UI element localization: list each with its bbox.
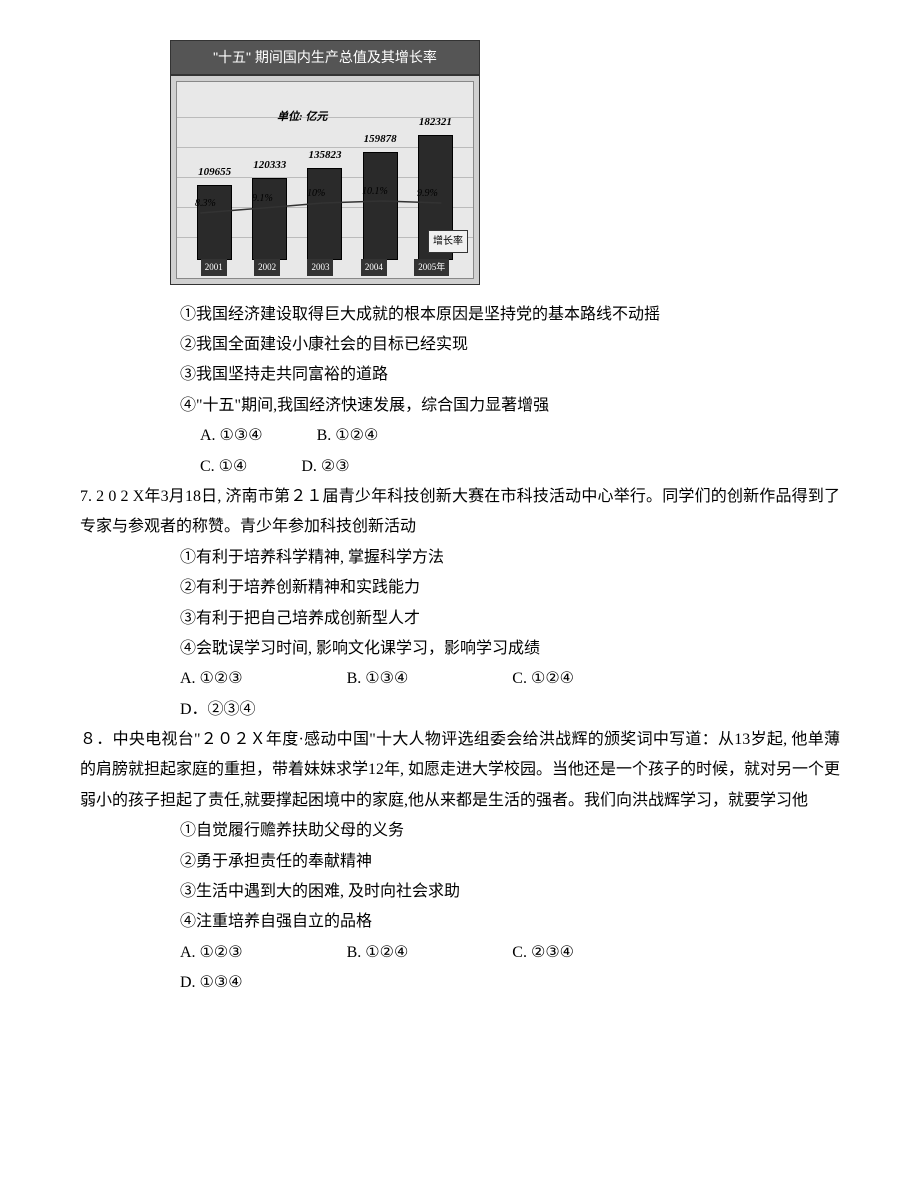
bar-2003: 135823 bbox=[300, 145, 350, 260]
x-axis: 2001 2002 2003 2004 2005年 bbox=[187, 259, 463, 276]
q7-statement-2: ②有利于培养创新精神和实践能力 bbox=[180, 573, 840, 603]
bar-value: 182321 bbox=[419, 112, 452, 133]
q8-statement-2: ②勇于承担责任的奉献精神 bbox=[180, 847, 840, 877]
q6-statement-1: ①我国经济建设取得巨大成就的根本原因是坚持党的基本路线不动摇 bbox=[180, 300, 840, 330]
year-label: 2003 bbox=[307, 259, 333, 276]
bar bbox=[252, 178, 287, 260]
bar-2001: 109655 bbox=[190, 162, 240, 260]
q7-statement-4: ④会耽误学习时间, 影响文化课学习，影响学习成绩 bbox=[180, 634, 840, 664]
q6-option-b: B. ①②④ bbox=[317, 421, 379, 451]
q7-statement-1: ①有利于培养科学精神, 掌握科学方法 bbox=[180, 543, 840, 573]
year-label: 2002 bbox=[254, 259, 280, 276]
gdp-chart: "十五" 期间国内生产总值及其增长率 单位: 亿元 109655 120333 bbox=[170, 40, 480, 285]
bar-2002: 120333 bbox=[245, 155, 295, 260]
q7-option-b: B. ①③④ bbox=[347, 664, 409, 694]
bar-2004: 159878 bbox=[355, 129, 405, 260]
q6-statement-2: ②我国全面建设小康社会的目标已经实现 bbox=[180, 330, 840, 360]
q8-stem: ８．中央电视台"２０２Ｘ年度·感动中国"十大人物评选组委会给洪战辉的颁奖词中写道… bbox=[80, 725, 840, 816]
chart-inner: 单位: 亿元 109655 120333 135823 159878 bbox=[176, 81, 474, 279]
bar bbox=[363, 152, 398, 260]
bars-container: 109655 120333 135823 159878 182321 bbox=[187, 100, 463, 260]
q8-option-d: D. ①③④ bbox=[180, 968, 243, 998]
chart-body: 单位: 亿元 109655 120333 135823 159878 bbox=[170, 75, 480, 285]
q8-statement-3: ③生活中遇到大的困难, 及时向社会求助 bbox=[180, 877, 840, 907]
q8-option-b: B. ①②④ bbox=[347, 938, 409, 968]
year-label: 2004 bbox=[361, 259, 387, 276]
q7-option-a: A. ①②③ bbox=[180, 664, 243, 694]
q8-statement-1: ①自觉履行赡养扶助父母的义务 bbox=[180, 816, 840, 846]
q7-statement-3: ③有利于把自己培养成创新型人才 bbox=[180, 604, 840, 634]
q6-option-c: C. ①④ bbox=[200, 452, 247, 482]
legend: 增长率 bbox=[428, 230, 468, 253]
q7-stem: 7. 2 0 2 X年3月18日, 济南市第２１届青少年科技创新大赛在市科技活动… bbox=[80, 482, 840, 543]
bar bbox=[307, 168, 342, 260]
year-label: 2005年 bbox=[414, 259, 449, 276]
bar-value: 120333 bbox=[253, 155, 286, 176]
q6-statement-4: ④"十五"期间,我国经济快速发展，综合国力显著增强 bbox=[180, 391, 840, 421]
q8-option-c: C. ②③④ bbox=[512, 938, 574, 968]
bar-value: 109655 bbox=[198, 162, 231, 183]
q7-option-c: C. ①②④ bbox=[512, 664, 574, 694]
bar bbox=[197, 185, 232, 260]
q6-option-a: A. ①③④ bbox=[200, 421, 263, 451]
year-label: 2001 bbox=[201, 259, 227, 276]
q7-options: A. ①②③ B. ①③④ C. ①②④ D．②③④ bbox=[180, 664, 840, 725]
bar-value: 159878 bbox=[364, 129, 397, 150]
q6-option-d: D. ②③ bbox=[301, 452, 349, 482]
q8-options: A. ①②③ B. ①②④ C. ②③④ D. ①③④ bbox=[180, 938, 840, 999]
bar-value: 135823 bbox=[308, 145, 341, 166]
q6-options-row2: C. ①④ D. ②③ bbox=[200, 452, 840, 482]
q6-statement-3: ③我国坚持走共同富裕的道路 bbox=[180, 360, 840, 390]
q8-statement-4: ④注重培养自强自立的品格 bbox=[180, 907, 840, 937]
chart-title: "十五" 期间国内生产总值及其增长率 bbox=[170, 40, 480, 75]
q8-option-a: A. ①②③ bbox=[180, 938, 243, 968]
q6-options-row1: A. ①③④ B. ①②④ bbox=[200, 421, 840, 451]
q7-option-d: D．②③④ bbox=[180, 695, 256, 725]
